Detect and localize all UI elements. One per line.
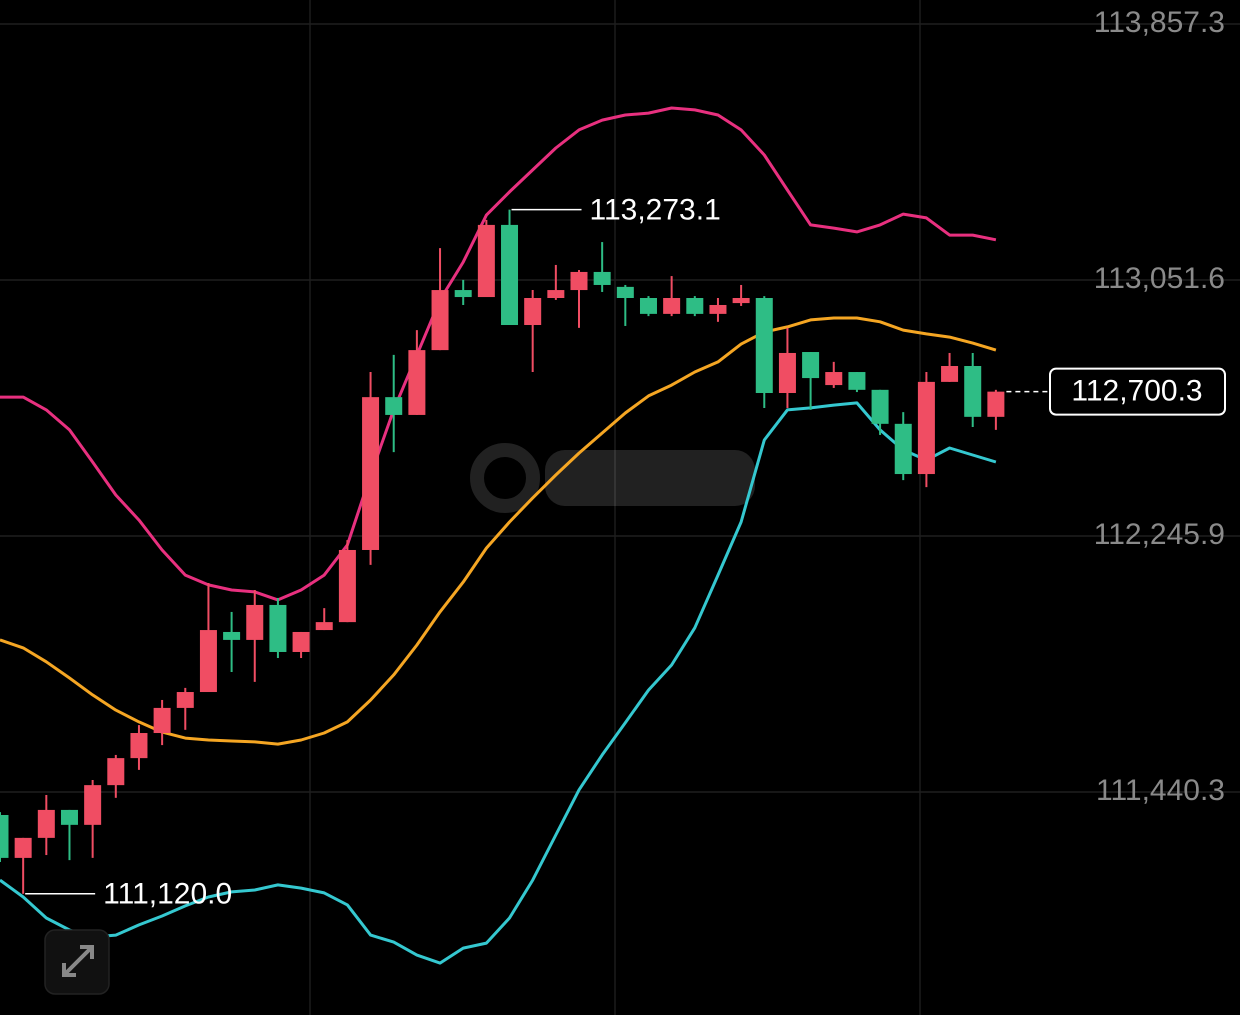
expand-button[interactable] <box>44 929 110 995</box>
candle-body <box>987 391 1005 417</box>
candle-body <box>315 622 333 631</box>
candle-body <box>964 365 982 417</box>
y-tick-label: 113,051.6 <box>1094 262 1225 295</box>
annotation-label: 111,120.0 <box>103 878 232 911</box>
candle-body <box>0 814 9 858</box>
candle-body <box>385 397 403 415</box>
band-line <box>0 316 997 746</box>
candle-body <box>199 630 217 693</box>
candle-body <box>408 350 426 415</box>
candle-body <box>176 692 194 708</box>
candle-body <box>593 271 611 285</box>
watermark <box>470 443 755 513</box>
candle-body <box>894 423 912 475</box>
candle-body <box>732 297 750 304</box>
candle-body <box>454 290 472 298</box>
candle-body <box>246 604 264 640</box>
candle-body <box>848 372 866 390</box>
y-tick-label: 111,440.3 <box>1096 774 1225 807</box>
candle-body <box>802 352 820 379</box>
candle-body <box>292 631 310 652</box>
candle-body <box>37 809 55 838</box>
candle-body <box>501 224 519 326</box>
candle-body <box>755 297 773 394</box>
last-price-box <box>1049 367 1226 416</box>
candle-body <box>107 758 125 786</box>
y-tick-label: 112,245.9 <box>1094 518 1225 551</box>
plot: 113,857.3 113,051.6 112,245.9 111,440.3 113,… <box>0 6 1240 965</box>
candle-body <box>616 286 634 298</box>
candle-body <box>639 297 657 314</box>
candle-body <box>524 297 542 326</box>
candle-body <box>871 389 889 424</box>
candle-body <box>431 290 449 351</box>
candle-body <box>547 290 565 298</box>
band-line <box>0 106 997 602</box>
candle-body <box>778 352 796 394</box>
band-line <box>0 401 997 965</box>
candle-body <box>153 707 171 734</box>
candle-body <box>60 809 78 825</box>
candle-body <box>825 372 843 386</box>
candle-body <box>477 224 495 298</box>
candle-body <box>223 631 241 640</box>
candle-body <box>84 785 102 825</box>
candle-body <box>338 549 356 623</box>
candle-body <box>130 733 148 759</box>
candle-body <box>14 837 32 858</box>
candle-body <box>709 304 727 314</box>
last-price-label: 112,700.3 <box>1071 375 1202 408</box>
candle-body <box>941 365 959 382</box>
y-tick-label: 113,857.3 <box>1094 6 1225 39</box>
candle-body <box>686 297 704 314</box>
annotation-label: 113,273.1 <box>590 194 721 227</box>
candle-body <box>269 604 287 652</box>
expand-icon[interactable] <box>62 945 94 977</box>
candle-body <box>570 271 588 291</box>
candle-body <box>362 397 380 550</box>
candle-body <box>663 297 681 314</box>
candle-body <box>917 381 935 475</box>
